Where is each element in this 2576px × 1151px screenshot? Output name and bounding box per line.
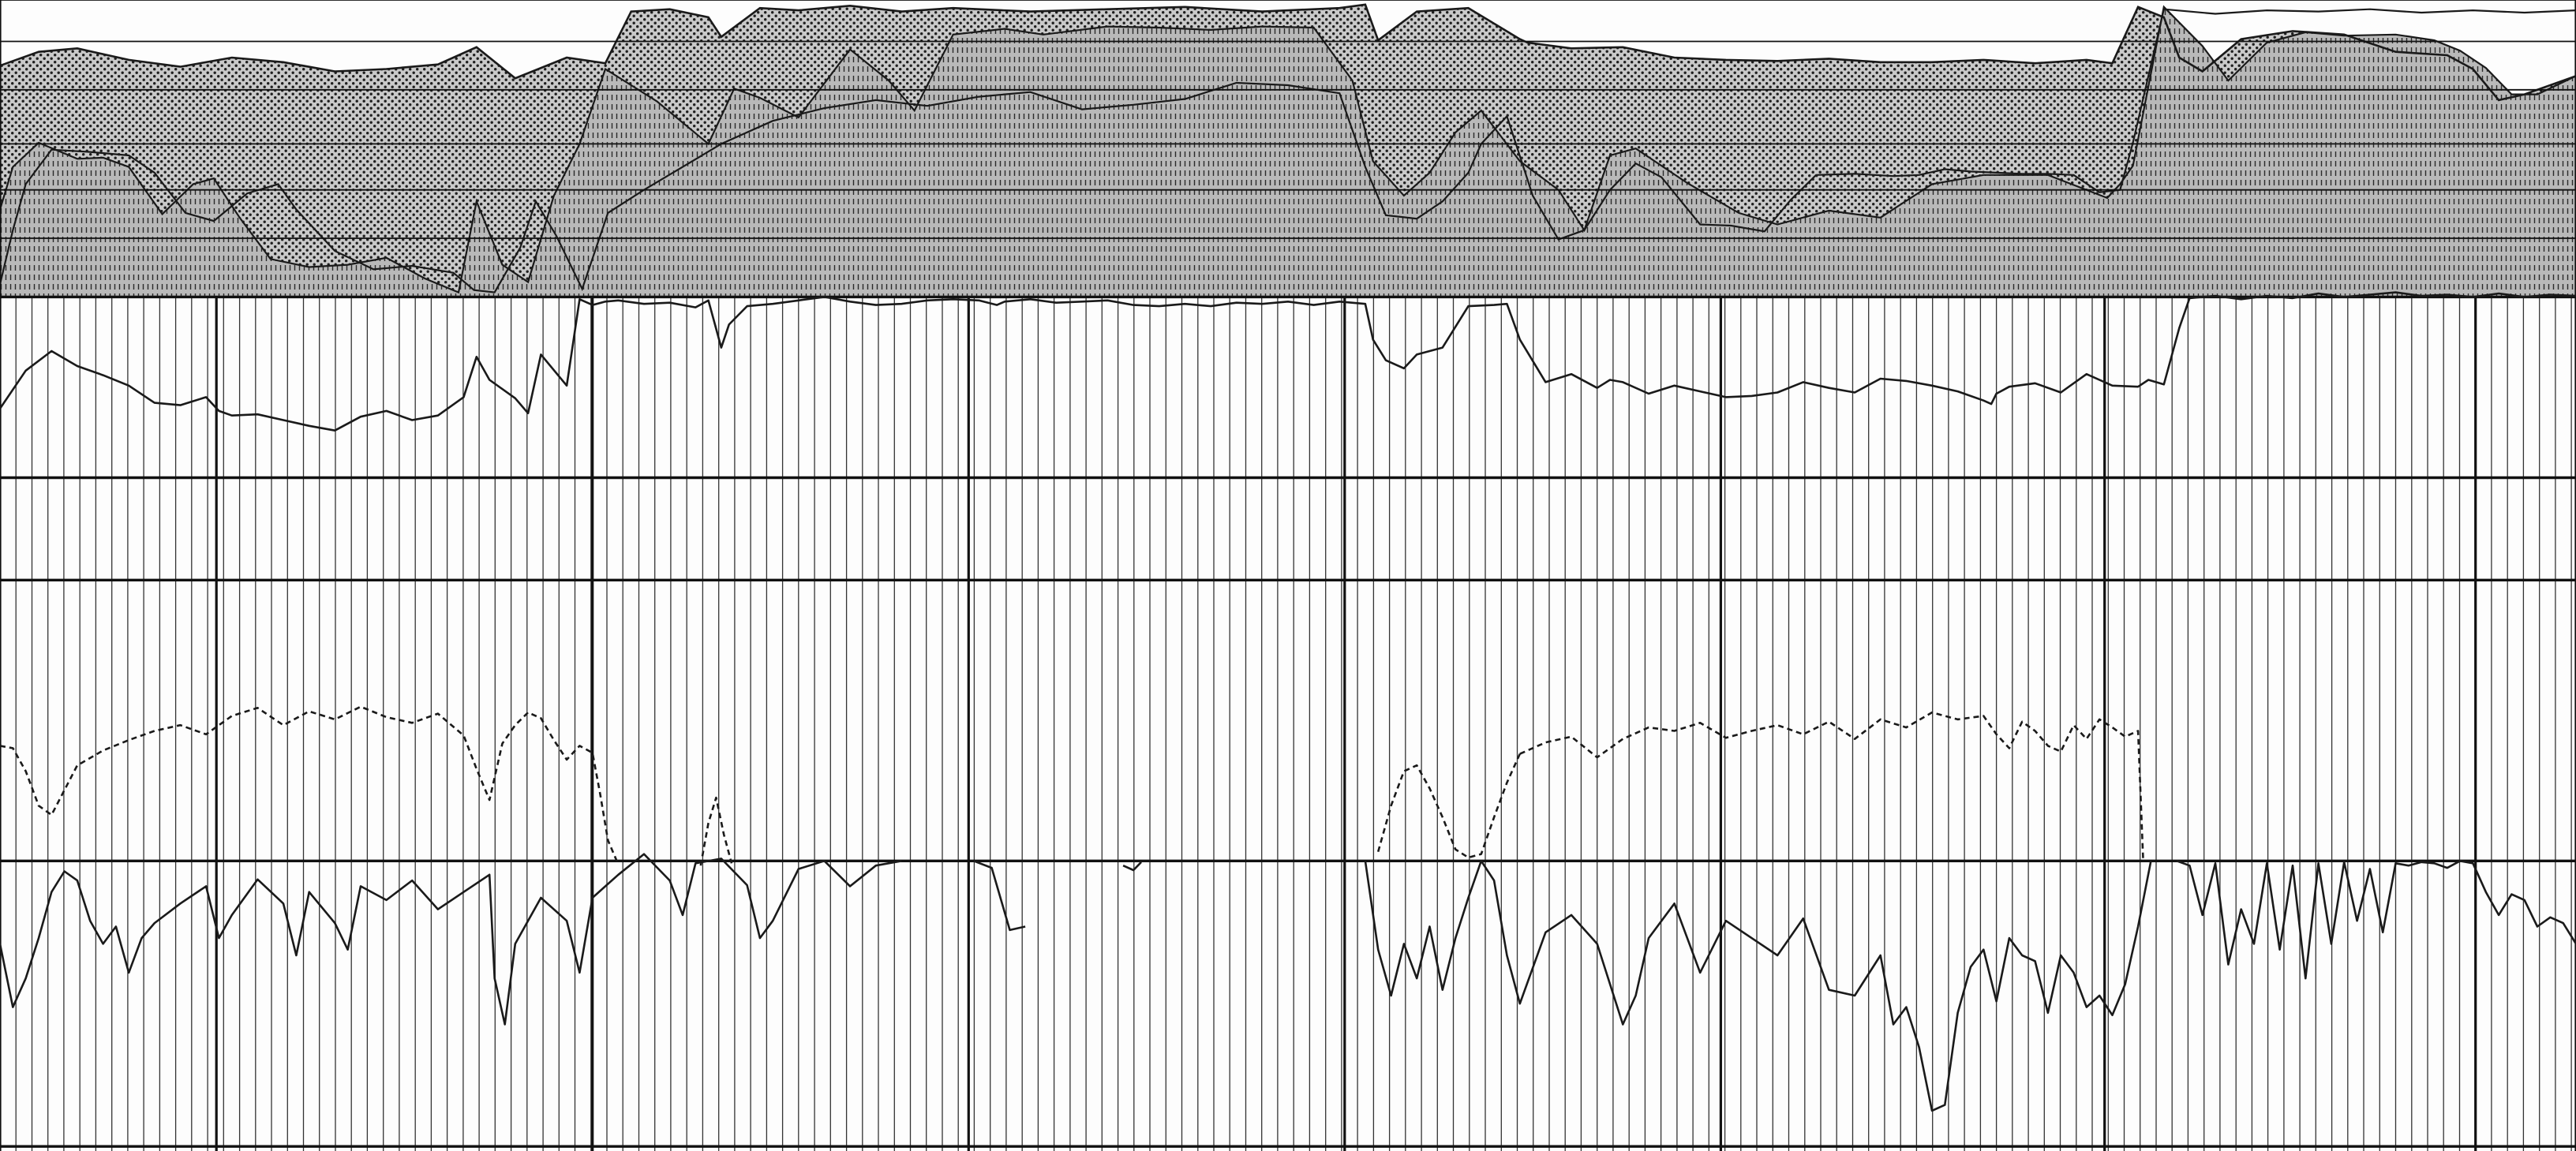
series-traces (0, 291, 2576, 1112)
series-3-segment (2176, 860, 2576, 980)
series-3-segment (973, 860, 1026, 932)
band-striped-region (0, 6, 2576, 297)
band-boundary-line (0, 5, 2576, 294)
band-lower-envelope-line (0, 8, 2576, 293)
series-2-segment (699, 796, 733, 866)
series-3-segment (1364, 860, 2152, 1112)
series-2-segment (1519, 711, 2144, 861)
series-1-line (0, 291, 2576, 432)
top-band (0, 3, 2576, 297)
series-2-segment (1376, 753, 1521, 859)
series-3-line (0, 853, 902, 1026)
band-upper-envelope-line (0, 3, 2576, 102)
series-2-line (0, 705, 620, 865)
series-3-segment (1122, 861, 1142, 872)
